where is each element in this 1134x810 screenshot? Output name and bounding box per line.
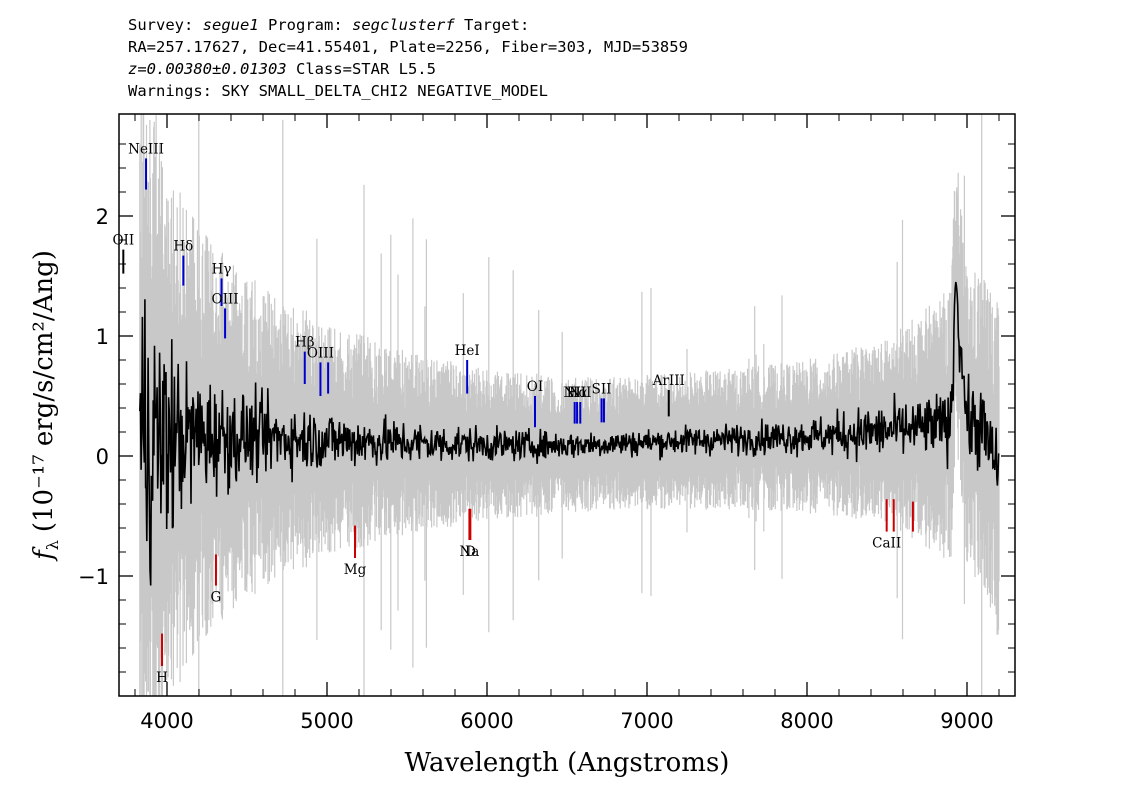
class-value: Class=STAR L5.5 xyxy=(295,60,436,78)
y-tick-label: 2 xyxy=(96,205,109,229)
flux-line xyxy=(139,281,1000,586)
emission-line-label-6: OIII xyxy=(307,345,334,361)
emission-line-label-15: ArIII xyxy=(652,373,685,389)
program-value: segclusterf xyxy=(352,16,455,34)
absorption-line-label-1: G xyxy=(211,590,222,606)
absorption-line-label-3: Na xyxy=(459,544,479,560)
axis-ticks: 4000 5000 6000 7000 8000 9000 −1 0 1 2 xyxy=(78,114,1015,733)
emission-line-label-10: NII xyxy=(563,385,585,401)
absorption-line-label-5: CaII xyxy=(872,536,901,552)
emission-line-label-9: OI xyxy=(527,379,543,395)
redshift-value: z=0.00380±0.01303 xyxy=(128,60,287,78)
plot-frame xyxy=(118,113,1016,697)
header-line-4: Warnings: SKY SMALL_DELTA_CHI2 NEGATIVE_… xyxy=(128,82,548,100)
absorption-line-label-2: Mg xyxy=(344,562,367,578)
emission-line-label-12: NII xyxy=(569,385,591,401)
x-tick-label: 4000 xyxy=(140,709,193,733)
spectrum-header: Survey: segue1 Program: segclusterf Targ… xyxy=(128,14,688,102)
x-tick-label: 8000 xyxy=(780,709,833,733)
y-axis-title: fλ(10⁻¹⁷ erg/s/cm²/Ang) xyxy=(29,250,62,562)
absorption-line-label-0: H xyxy=(156,670,168,686)
emission-line-label-1: NeIII xyxy=(128,141,164,157)
y-tick-label: 0 xyxy=(96,445,109,469)
x-tick-label: 6000 xyxy=(460,709,513,733)
y-axis-subscript: λ xyxy=(43,540,62,550)
x-tick-label: 5000 xyxy=(300,709,353,733)
x-axis-title: Wavelength (Angstroms) xyxy=(405,748,730,778)
absorption-line-label-4: D xyxy=(465,544,476,560)
emission-line-label-8: HeI xyxy=(455,343,480,359)
survey-label: Survey: xyxy=(128,16,194,34)
header-line-1: Survey: segue1 Program: segclusterf Targ… xyxy=(128,14,688,36)
flux-series xyxy=(139,281,1000,586)
survey-value: segue1 xyxy=(202,16,259,34)
emission-line-label-0: OII xyxy=(112,233,134,249)
y-axis-units: (10⁻¹⁷ erg/s/cm²/Ang) xyxy=(29,250,59,532)
emission-line-label-11: Hα xyxy=(567,385,588,401)
emission-line-label-5: Hβ xyxy=(295,335,315,351)
program-label: Program: xyxy=(268,16,343,34)
target-label: Target: xyxy=(464,16,530,34)
emission-line-label-4: OIII xyxy=(212,291,239,307)
emission-line-label-2: Hδ xyxy=(173,239,193,255)
emission-line-label-3: Hγ xyxy=(212,261,232,277)
x-tick-label: 7000 xyxy=(620,709,673,733)
y-tick-label: −1 xyxy=(78,565,109,589)
header-line-2: RA=257.17627, Dec=41.55401, Plate=2256, … xyxy=(128,38,688,56)
emission-line-label-13: SII xyxy=(592,381,612,397)
x-tick-label: 9000 xyxy=(940,709,993,733)
header-line-3: z=0.00380±0.01303 Class=STAR L5.5 xyxy=(128,58,688,80)
y-tick-label: 1 xyxy=(96,325,109,349)
